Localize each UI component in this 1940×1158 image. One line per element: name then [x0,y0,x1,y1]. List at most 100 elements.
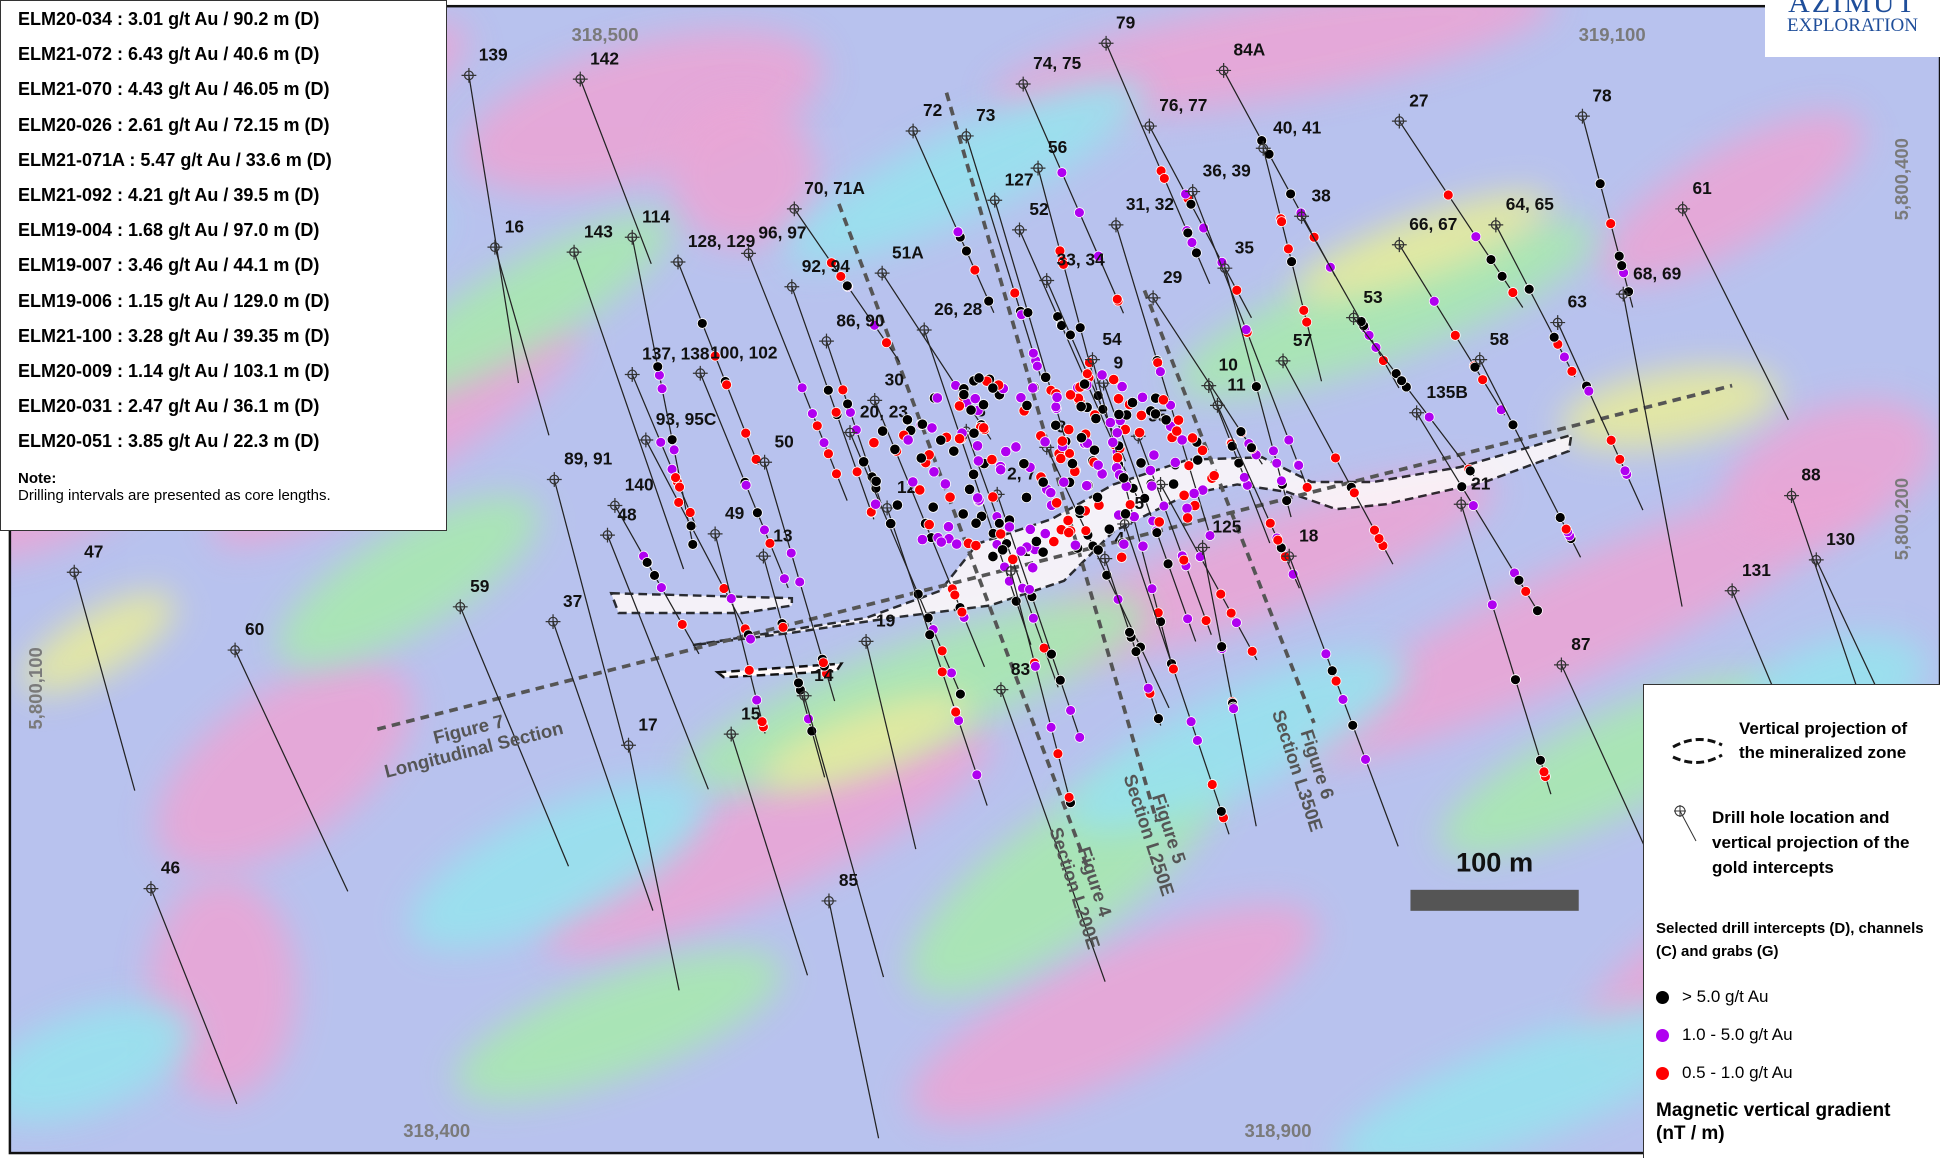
intercept-dot [1126,396,1139,409]
drill-collar-cross [670,254,686,270]
intercept-dot [1048,536,1060,548]
drill-hole-label: 60 [245,619,264,639]
drill-hole-label: 89, 91 [564,449,612,469]
intercept-dot [830,406,842,418]
drill-collar-cross [842,425,858,440]
intercept-dot [656,383,668,395]
intercept-dot [1153,516,1165,528]
drill-trace [234,649,349,892]
intercept-dot [1523,283,1535,295]
drill-hole-label: 64, 65 [1506,194,1554,214]
intercept-dot [779,573,790,584]
drill-trace [996,494,1081,739]
drill-hole-label: 79 [1116,12,1135,32]
intercept-dot [740,479,752,491]
intercept-dot [1196,444,1209,456]
intercept-row: ELM21-072 : 6.43 g/t Au / 40.6 m (D) [18,44,320,65]
drill-hole-label: 114 [642,206,670,226]
intercept-dot [1134,427,1146,439]
intercept-dot [956,606,968,618]
intercept-dot [1559,351,1570,363]
intercept-dot [1181,502,1193,514]
intercept-dot [1024,584,1035,595]
intercept-dot [1092,459,1104,471]
drill-collar-cross [1784,488,1799,503]
intercept-dot [1093,250,1104,262]
intercept-dot [668,444,680,456]
intercept-dot [1137,540,1149,552]
intercept-dot [1246,442,1257,454]
intercept-dot [1111,293,1123,305]
intercept-dot [995,464,1007,476]
drill-hole-label: 50 [775,431,794,451]
intercept-dot [935,434,947,446]
drill-collar-cross [600,527,615,543]
intercept-dot [1507,419,1519,431]
intercept-dot [1050,401,1062,413]
intercept-dot [972,455,984,467]
intercept-dot [1231,617,1242,628]
intercept-dot [1135,457,1147,469]
drill-collar-cross [1098,35,1114,51]
intercept-dot [1144,464,1156,476]
drill-collar-cross [1097,551,1113,567]
intercept-dot [970,517,982,529]
intercept-dot [950,706,962,718]
drill-trace [1398,244,1506,416]
intercept-dot [1188,487,1200,500]
intercept-dot [1182,613,1193,625]
intercept-dot [1082,368,1093,380]
drill-collar-cross [1391,113,1407,129]
intercept-dot [885,518,897,530]
drill-collar-cross [916,322,932,338]
drill-hole-label: 83 [1011,659,1030,679]
intercept-dot [997,544,1009,556]
intercept-dot [927,501,939,513]
drill-collar-cross [1808,552,1824,568]
drill-collar-cross [546,472,562,487]
intercept-dot [1158,500,1170,512]
magnetic-anomaly [409,780,705,950]
drill-collar-cross [624,229,640,245]
drill-hole-label: 11 [1227,375,1246,395]
intercept-dot [948,445,960,457]
northing-label: 5,800,200 [1891,478,1912,560]
intercept-dot [1623,286,1634,297]
intercept-dot [1030,535,1042,548]
drill-hole-label: 21 [1471,473,1491,493]
drill-collar-cross [143,881,159,896]
intercept-dot [831,468,842,480]
drill-trace [886,507,988,806]
drill-collar-cross [1675,201,1691,217]
intercept-dot [841,280,853,292]
drill-hole-label: 93, 95C [656,409,717,429]
intercept-dot [961,245,972,257]
intercept-row: ELM21-092 : 4.21 g/t Au / 39.5 m (D) [18,184,320,205]
intercept-dot [1200,615,1212,626]
drill-trace [579,78,652,265]
drill-collar-cross [1346,310,1361,326]
drill-collar-cross [796,688,812,704]
intercept-dot [696,318,708,329]
intercept-dot [1613,250,1625,262]
intercept-dot [922,612,934,624]
intercept-dot [1349,487,1360,499]
intercept-dot [1554,512,1566,523]
intercept-dot [1396,375,1407,387]
drill-collar-cross [1145,290,1161,306]
magnetic-anomaly [9,1002,193,1123]
intercept-dot [1468,500,1479,511]
intercept-row: ELM20-031 : 2.47 g/t Au / 36.1 m (D) [18,396,320,417]
intercept-dot [743,665,755,676]
intercept-dot [1594,178,1606,190]
intercept-dot [1171,425,1183,437]
intercept-dot [1206,779,1218,790]
intercept-dot [1111,452,1124,464]
intercept-dot [1092,544,1104,556]
drill-trace [828,900,880,1139]
drill-hole-label: 135B [1427,382,1468,402]
intercept-dot [891,499,903,511]
drill-trace [1224,268,1292,518]
section-line [944,92,1159,823]
